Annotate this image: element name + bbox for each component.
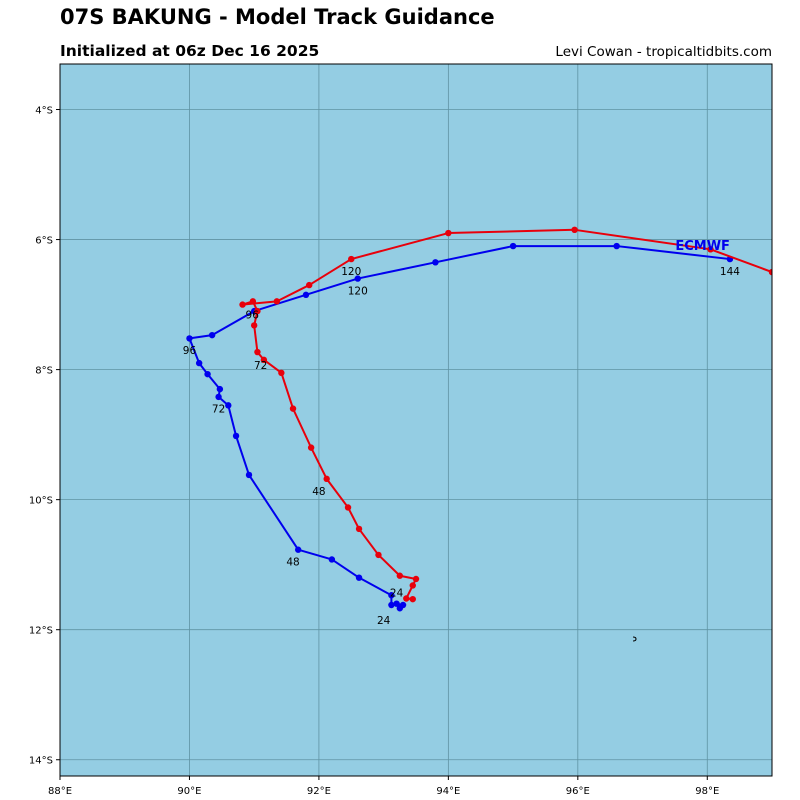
- track-point: [249, 298, 257, 305]
- track-point: [254, 307, 261, 315]
- track-point: [216, 385, 224, 393]
- track-point: [328, 556, 336, 563]
- track-point: [571, 226, 578, 234]
- credit-text: Levi Cowan - tropicaltidbits.com: [555, 44, 772, 60]
- track-point: [396, 572, 404, 579]
- track-point: [225, 402, 232, 409]
- forecast-hour-label: 120: [341, 266, 361, 278]
- track-point: [254, 348, 261, 356]
- island-marker: [632, 636, 637, 642]
- track-point: [195, 359, 203, 367]
- chart-title: 07S BAKUNG - Model Track Guidance: [60, 5, 495, 29]
- track-point: [348, 255, 355, 263]
- x-tick-label: 88°E: [48, 786, 72, 797]
- track-point: [260, 356, 268, 364]
- model-name-label: ECMWF: [675, 239, 730, 254]
- track-point: [432, 259, 439, 266]
- track-point: [403, 595, 410, 602]
- x-tick-label: 92°E: [307, 786, 331, 797]
- forecast-hour-label: 48: [312, 486, 325, 498]
- track-point: [399, 601, 407, 609]
- forecast-hour-label: 120: [348, 285, 368, 297]
- hour-labels-layer: 24 48 72 96 120 144 24 48 72 96 120 ECMWF: [183, 239, 740, 627]
- forecast-hour-label: 96: [246, 309, 260, 321]
- map-frame: [59, 63, 773, 777]
- forecast-hour-label: 24: [377, 615, 391, 627]
- tracks-layer: [186, 226, 772, 612]
- y-tick-label: 6°S: [35, 236, 53, 247]
- forecast-hour-label: 96: [183, 345, 197, 357]
- track-point: [409, 595, 416, 603]
- x-tick-label: 90°E: [177, 786, 201, 797]
- track-point: [355, 574, 363, 581]
- track-point: [354, 275, 361, 282]
- track-point: [232, 432, 240, 440]
- track-point: [613, 242, 620, 250]
- track-point: [250, 322, 258, 329]
- grid-layer: [60, 64, 772, 776]
- forecast-hour-label: 24: [390, 588, 404, 600]
- forecast-hour-label: 72: [254, 360, 267, 372]
- x-tick-label: 96°E: [566, 786, 590, 797]
- track-point: [707, 246, 714, 253]
- track-point: [289, 405, 297, 412]
- forecast-hour-label: 144: [720, 266, 740, 278]
- y-tick-label: 12°S: [29, 626, 53, 637]
- track-point: [323, 475, 330, 483]
- track-point: [409, 582, 416, 589]
- x-tick-label: 98°E: [695, 786, 719, 797]
- track-point: [445, 229, 452, 237]
- track-point: [768, 268, 772, 276]
- track-point: [273, 298, 281, 305]
- track-point: [344, 504, 352, 511]
- y-tick-label: 4°S: [35, 106, 53, 117]
- track-point: [186, 335, 193, 342]
- track-point: [245, 471, 253, 479]
- chart-subtitle: Initialized at 06z Dec 16 2025: [60, 42, 320, 60]
- track-point: [393, 600, 400, 607]
- track-point: [215, 393, 222, 401]
- track-point: [355, 525, 363, 533]
- track-point: [302, 291, 310, 299]
- track-point: [388, 592, 395, 599]
- y-tick-label: 14°S: [29, 756, 53, 767]
- track-point: [239, 301, 246, 308]
- track-point: [294, 546, 302, 553]
- forecast-hour-label: 72: [212, 404, 225, 416]
- track-point: [375, 551, 382, 559]
- y-tick-label: 8°S: [35, 366, 53, 377]
- track-point: [204, 370, 211, 378]
- track-point: [278, 369, 285, 377]
- forecast-hour-label: 48: [286, 556, 299, 568]
- track-point: [306, 281, 313, 289]
- track-point: [412, 575, 420, 583]
- track-point: [388, 601, 395, 609]
- track-point: [307, 444, 315, 451]
- x-tick-label: 94°E: [436, 786, 460, 797]
- ocean-background: [60, 64, 772, 776]
- axis-ticks-layer: 88°E 90°E 92°E 94°E 96°E 98°E 4°S 6°S 8°S 10°S 12°…: [29, 106, 719, 797]
- track-point: [208, 331, 216, 339]
- y-tick-label: 10°S: [29, 496, 53, 507]
- track-point: [509, 242, 517, 250]
